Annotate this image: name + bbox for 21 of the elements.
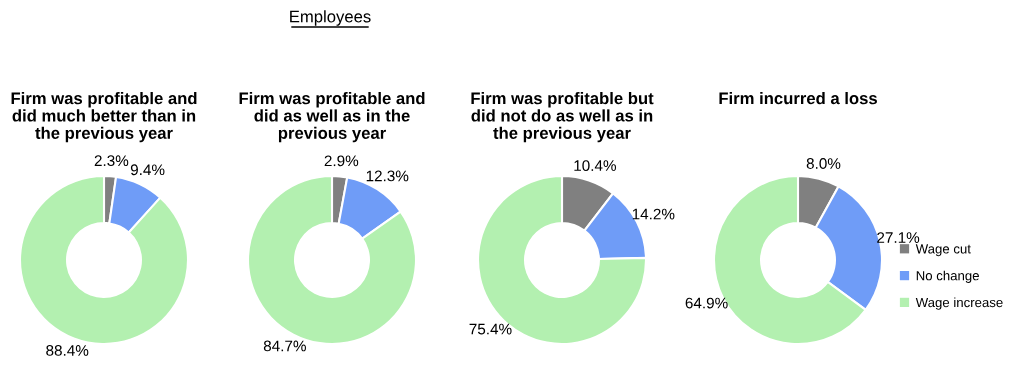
data-label: 2.9% <box>324 155 359 167</box>
data-label: 27.1% <box>877 232 920 243</box>
data-label: 9.4% <box>130 164 165 176</box>
legend-label: Wage increase <box>915 297 1003 310</box>
data-label: 12.3% <box>366 170 409 182</box>
data-label: 14.2% <box>632 208 675 220</box>
data-label: 88.4% <box>46 345 89 356</box>
chart-title: Firm was profitable and did much better than in the previous year <box>11 92 197 143</box>
data-label: 8.0% <box>806 158 841 169</box>
text: Employees <box>290 10 371 26</box>
data-label: 2.3% <box>94 155 129 167</box>
donut-slice <box>18 174 190 346</box>
data-label: 10.4% <box>574 160 617 172</box>
data-label: 84.7% <box>263 340 306 352</box>
legend-label: No change <box>916 270 979 283</box>
chart-title: Firm was profitable but did not do as well as in the previous year <box>471 92 654 143</box>
legend-label: Wage cut <box>915 244 971 257</box>
data-label: 75.4% <box>469 323 512 335</box>
chart-title: Firm incurred a loss <box>719 92 877 105</box>
chart-title: Firm was profitable and did as well as in the previous year <box>239 92 425 143</box>
data-label: 64.9% <box>685 297 728 309</box>
